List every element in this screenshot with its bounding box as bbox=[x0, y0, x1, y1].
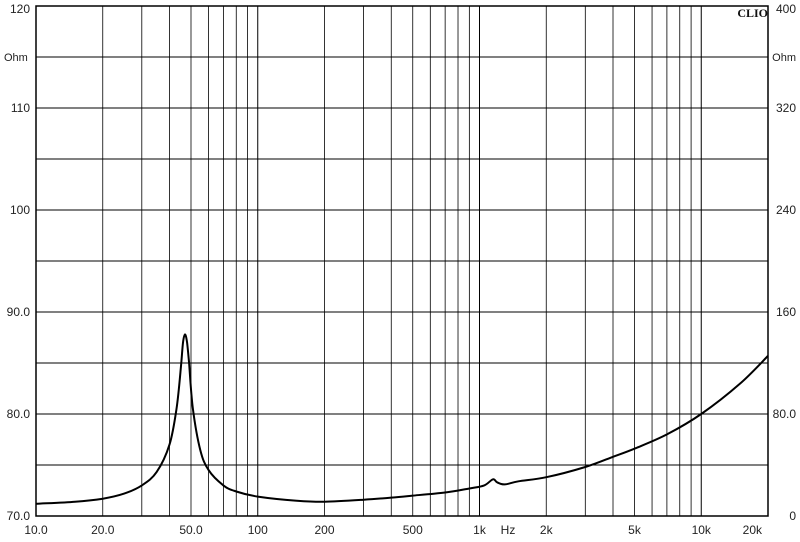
x-tick-label: 500 bbox=[403, 523, 423, 537]
y-right-tick-label: 160 bbox=[776, 305, 796, 319]
x-tick-label: 200 bbox=[314, 523, 334, 537]
x-tick-label: 1k bbox=[473, 523, 487, 537]
x-tick-label: 10.0 bbox=[24, 523, 48, 537]
y-right-tick-label: 320 bbox=[776, 101, 796, 115]
x-tick-label: 20.0 bbox=[91, 523, 115, 537]
left-unit-label: Ohm bbox=[4, 52, 28, 64]
y-left-tick-label: 120 bbox=[10, 2, 30, 16]
brand-label: CLIO bbox=[737, 6, 768, 20]
grid-lines bbox=[35, 5, 769, 517]
x-tick-label: 10k bbox=[692, 523, 712, 537]
x-unit-label: Hz bbox=[501, 523, 516, 537]
y-right-tick-label: 0 bbox=[789, 509, 796, 523]
y-right-tick-label: 240 bbox=[776, 203, 796, 217]
y-left-tick-label: 100 bbox=[10, 203, 30, 217]
x-tick-label: 50.0 bbox=[179, 523, 203, 537]
y-left-tick-label: 70.0 bbox=[7, 509, 31, 523]
y-left-tick-label: 110 bbox=[11, 101, 30, 115]
x-tick-label: 2k bbox=[540, 523, 554, 537]
tick-labels: 70.0 80.0 90.0 100 110 120 0 80.0 160 240 320 400 10… bbox=[7, 2, 797, 537]
x-tick-label: 5k bbox=[628, 523, 642, 537]
plot-frame bbox=[35, 5, 769, 517]
impedance-curve bbox=[35, 333, 769, 505]
y-right-tick-label: 80.0 bbox=[773, 407, 797, 421]
y-left-tick-label: 80.0 bbox=[7, 407, 31, 421]
x-tick-label: 100 bbox=[248, 523, 268, 537]
y-left-tick-label: 90.0 bbox=[7, 305, 31, 319]
x-tick-label: 20k bbox=[743, 523, 763, 537]
right-unit-label: Ohm bbox=[772, 52, 796, 64]
y-right-tick-label: 400 bbox=[776, 2, 796, 16]
